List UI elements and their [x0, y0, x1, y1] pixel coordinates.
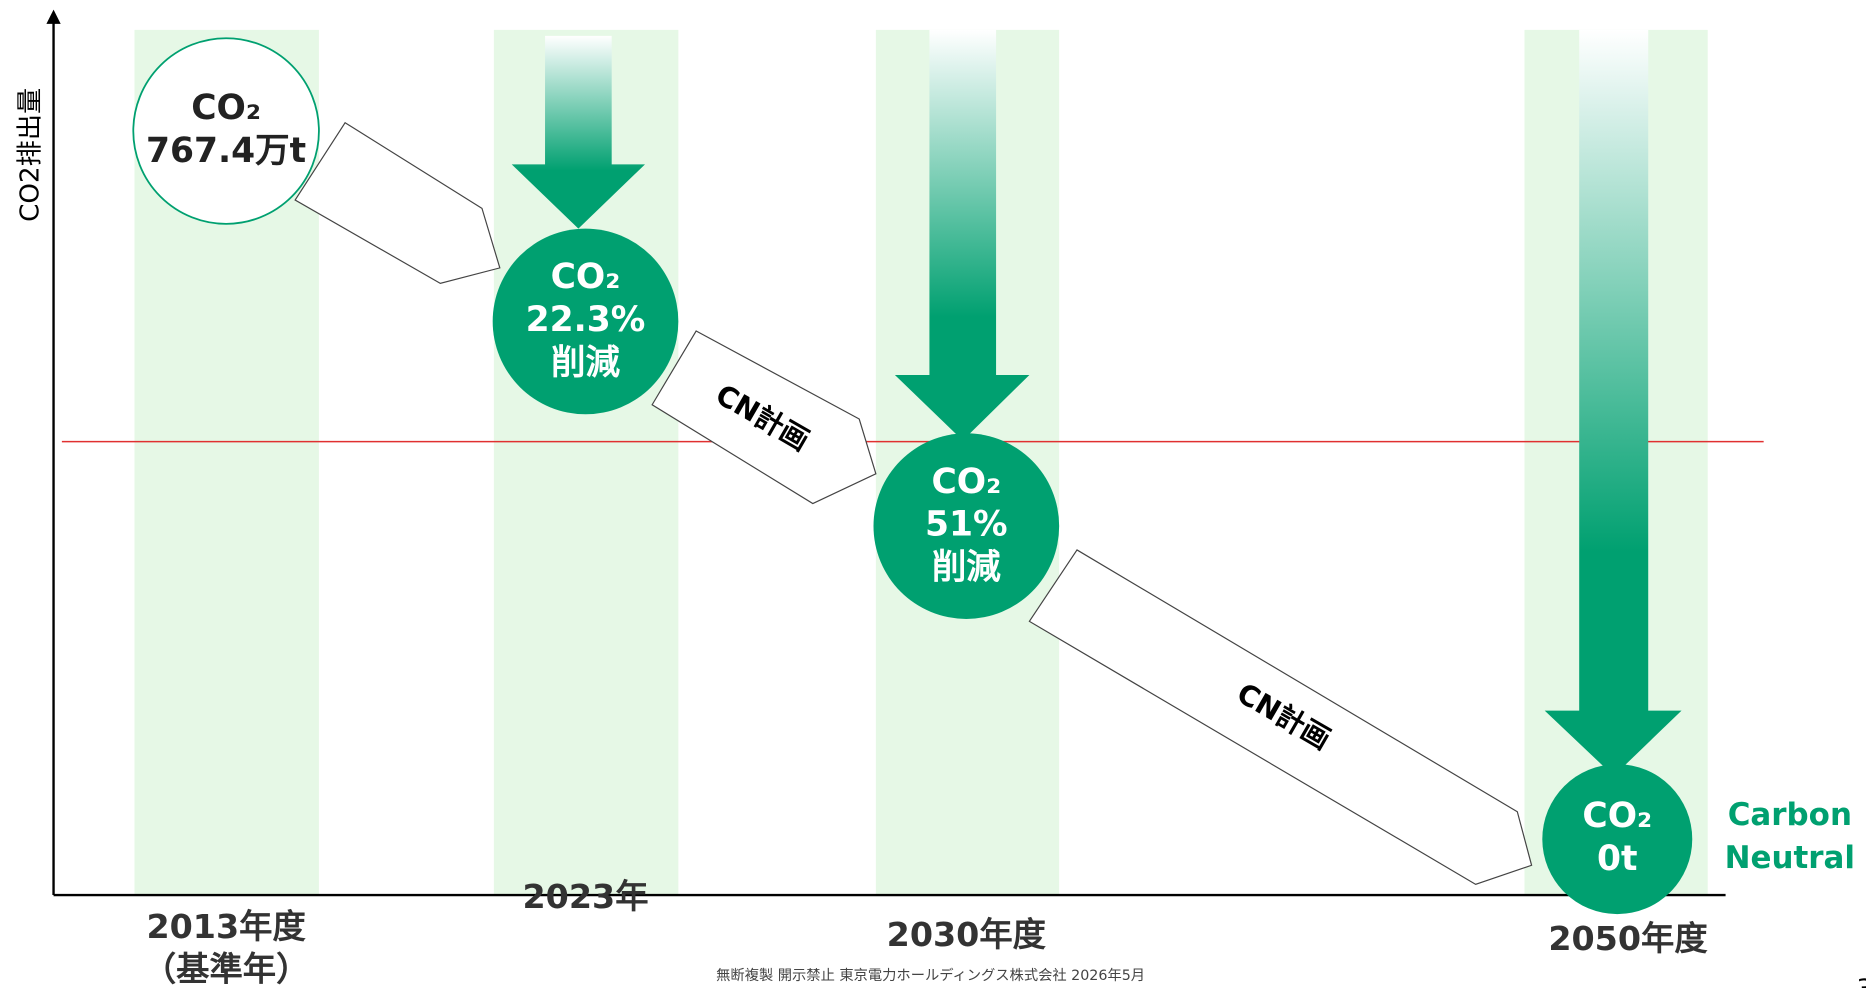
circle-text: CO₂ — [551, 257, 621, 297]
circle-text: 767.4万t — [146, 131, 306, 171]
footer: 無断複製 開示禁止 東京電力ホールディングス株式会社 2026年5月 — [716, 966, 1145, 984]
step-arrow — [651, 330, 877, 505]
milestone-circle — [132, 37, 320, 225]
down-arrow — [894, 29, 1030, 441]
axis-label: CO2排出量 — [15, 88, 45, 222]
circle-text: 削減 — [932, 547, 1001, 587]
year-note: （基準年） — [143, 950, 310, 988]
year-label: 2023年 — [522, 877, 648, 916]
milestone-circle — [492, 228, 679, 415]
step-arrows — [294, 121, 1533, 885]
y-arrowhead — [46, 9, 61, 24]
year-label: 2050年度 — [1548, 919, 1708, 958]
carbon-neutral: Carbon — [1728, 797, 1852, 833]
circle-text: CO₂ — [1582, 796, 1652, 836]
circles: CO₂767.4万t2013年度（基準年）CO₂22.3%削減2023年CO₂5… — [132, 37, 1708, 988]
milestone-circle — [1542, 764, 1693, 915]
year-label: 2030年度 — [887, 915, 1047, 954]
carbon-neutral: Neutral — [1725, 840, 1855, 876]
step-arrow — [294, 121, 501, 284]
circle-text: CO₂ — [191, 88, 261, 128]
circle-text: 22.3% — [526, 300, 646, 340]
circle-text: 51% — [925, 505, 1008, 545]
axes — [46, 9, 1726, 897]
page-number: 3 — [1856, 975, 1866, 988]
circle-text: 0t — [1597, 839, 1638, 879]
year-label: 2013年度 — [146, 907, 306, 946]
down-arrow — [1544, 29, 1682, 777]
step-arrow — [1028, 549, 1533, 885]
milestone-circle — [873, 433, 1060, 619]
circle-text: CO₂ — [931, 462, 1001, 502]
circle-text: 削減 — [551, 343, 620, 383]
